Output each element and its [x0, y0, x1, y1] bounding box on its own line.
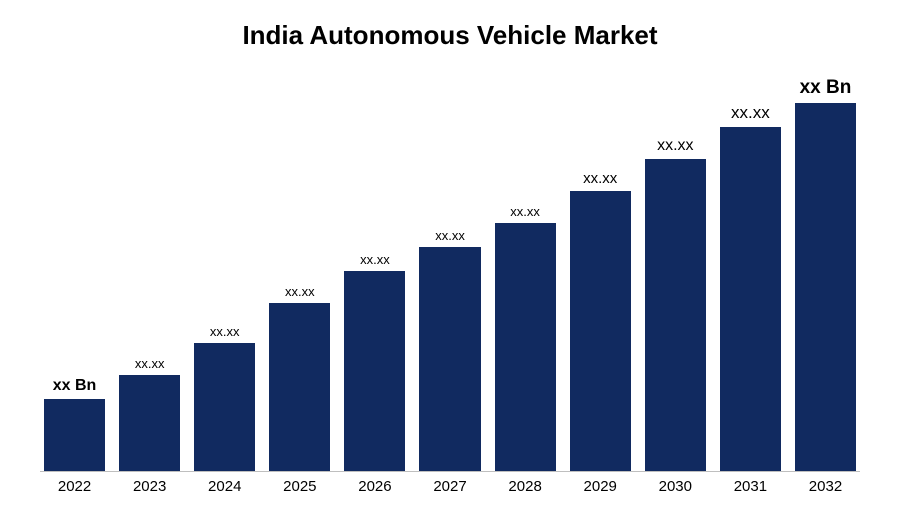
bar-column: xx Bn: [44, 71, 105, 471]
x-axis-tick: 2025: [269, 478, 330, 495]
bar-value-label: xx.xx: [285, 284, 315, 299]
bar: [720, 127, 781, 471]
x-axis: 2022 2023 2024 2025 2026 2027 2028 2029 2030 2031…: [40, 472, 860, 495]
bar: [194, 343, 255, 471]
bar-column: xx.xx: [419, 71, 480, 471]
bar-value-label: xx.xx: [583, 170, 617, 187]
bar-column: xx.xx: [344, 71, 405, 471]
chart-title: India Autonomous Vehicle Market: [40, 20, 860, 51]
bar: [419, 247, 480, 471]
bar-value-label: xx.xx: [360, 252, 390, 267]
bar-value-label: xx.xx: [435, 228, 465, 243]
plot-region: xx Bn xx.xx xx.xx xx.xx xx.xx xx.xx xx.xx xx.xx…: [40, 71, 860, 472]
x-axis-tick: 2030: [645, 478, 706, 495]
bar: [645, 159, 706, 471]
bar-value-label: xx Bn: [53, 377, 97, 395]
bar-value-label: xx.xx: [731, 103, 770, 123]
bar-column: xx.xx: [720, 71, 781, 471]
bar: [269, 303, 330, 471]
x-axis-tick: 2031: [720, 478, 781, 495]
bar-column: xx.xx: [495, 71, 556, 471]
bar: [570, 191, 631, 471]
bar: [44, 399, 105, 471]
x-axis-tick: 2022: [44, 478, 105, 495]
bar: [119, 375, 180, 471]
bar-column: xx.xx: [119, 71, 180, 471]
x-axis-tick: 2024: [194, 478, 255, 495]
x-axis-tick: 2029: [570, 478, 631, 495]
bar-column: xx.xx: [570, 71, 631, 471]
bar: [795, 103, 856, 471]
bar: [344, 271, 405, 471]
x-axis-tick: 2026: [344, 478, 405, 495]
x-axis-tick: 2023: [119, 478, 180, 495]
bar-value-label: xx.xx: [210, 324, 240, 339]
bar: [495, 223, 556, 471]
bar-value-label: xx.xx: [657, 137, 693, 155]
bar-column: xx.xx: [645, 71, 706, 471]
bar-column: xx.xx: [269, 71, 330, 471]
chart-area: xx Bn xx.xx xx.xx xx.xx xx.xx xx.xx xx.xx xx.xx…: [40, 71, 860, 495]
bar-column: xx Bn: [795, 71, 856, 471]
x-axis-tick: 2028: [495, 478, 556, 495]
bar-value-label: xx.xx: [510, 204, 540, 219]
bar-value-label: xx.xx: [135, 356, 165, 371]
x-axis-tick: 2032: [795, 478, 856, 495]
x-axis-tick: 2027: [419, 478, 480, 495]
bar-value-label: xx Bn: [800, 77, 852, 99]
bar-column: xx.xx: [194, 71, 255, 471]
